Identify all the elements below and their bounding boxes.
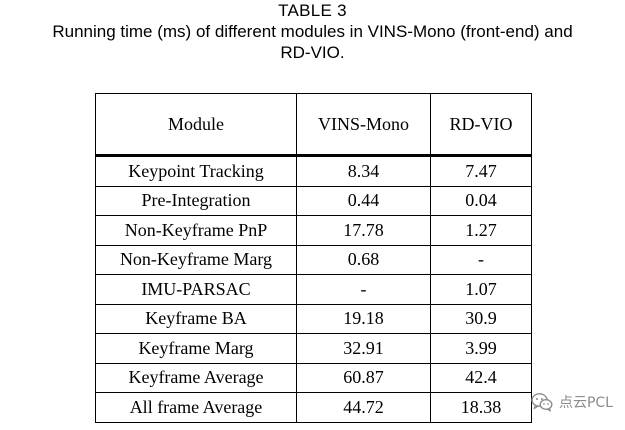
watermark: 点云PCL <box>531 392 613 412</box>
vins-mono-cell: 17.78 <box>296 215 431 246</box>
table-row: Pre-Integration 0.44 0.04 <box>95 185 532 216</box>
table-title-line-2: RD-VIO. <box>280 43 345 62</box>
vins-mono-cell: 8.34 <box>296 154 431 187</box>
table-row: Non-Keyframe Marg 0.68 - <box>95 244 532 275</box>
header-module: Module <box>95 93 297 156</box>
module-cell: Keypoint Tracking <box>95 154 297 187</box>
header-rd-vio: RD-VIO <box>430 93 532 156</box>
watermark-text: 点云PCL <box>558 395 613 411</box>
table-title-line-1: Running time (ms) of different modules i… <box>52 22 573 41</box>
module-cell: Non-Keyframe PnP <box>95 215 297 246</box>
vins-mono-cell: 0.68 <box>296 244 431 275</box>
module-cell: All frame Average <box>95 392 297 423</box>
table-header-row: Module VINS-Mono RD-VIO <box>95 93 532 156</box>
table-row: IMU-PARSAC - 1.07 <box>95 274 532 305</box>
vins-mono-cell: - <box>296 274 431 305</box>
rd-vio-cell: 1.27 <box>430 215 532 246</box>
module-cell: IMU-PARSAC <box>95 274 297 305</box>
vins-mono-cell: 44.72 <box>296 392 431 423</box>
module-cell: Pre-Integration <box>95 185 297 216</box>
rd-vio-cell: 3.99 <box>430 333 532 364</box>
vins-mono-cell: 0.44 <box>296 185 431 216</box>
table-caption: TABLE 3 Running time (ms) of different m… <box>0 0 625 63</box>
vins-mono-cell: 60.87 <box>296 362 431 393</box>
table-row: Keypoint Tracking 8.34 7.47 <box>95 154 532 187</box>
module-cell: Keyframe Marg <box>95 333 297 364</box>
rd-vio-cell: 30.9 <box>430 303 532 334</box>
header-vins-mono: VINS-Mono <box>296 93 431 156</box>
rd-vio-cell: 0.04 <box>430 185 532 216</box>
table-row: Keyframe Marg 32.91 3.99 <box>95 333 532 364</box>
rd-vio-cell: 42.4 <box>430 362 532 393</box>
rd-vio-cell: 1.07 <box>430 274 532 305</box>
table-number: TABLE 3 <box>278 1 347 20</box>
table-row: Keyframe BA 19.18 30.9 <box>95 303 532 334</box>
table-row: Non-Keyframe PnP 17.78 1.27 <box>95 215 532 246</box>
module-cell: Keyframe BA <box>95 303 297 334</box>
vins-mono-cell: 32.91 <box>296 333 431 364</box>
rd-vio-cell: - <box>430 244 532 275</box>
wechat-icon <box>531 392 553 412</box>
table-row: Keyframe Average 60.87 42.4 <box>95 362 532 393</box>
rd-vio-cell: 7.47 <box>430 154 532 187</box>
module-cell: Non-Keyframe Marg <box>95 244 297 275</box>
table-row: All frame Average 44.72 18.38 <box>95 392 532 423</box>
module-cell: Keyframe Average <box>95 362 297 393</box>
running-time-table: Module VINS-Mono RD-VIO Keypoint Trackin… <box>95 93 532 423</box>
vins-mono-cell: 19.18 <box>296 303 431 334</box>
rd-vio-cell: 18.38 <box>430 392 532 423</box>
